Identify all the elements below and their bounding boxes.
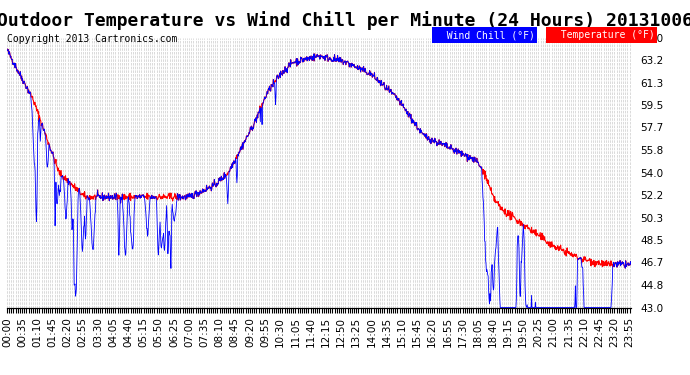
Text: Temperature (°F): Temperature (°F) [549,30,654,40]
Text: Outdoor Temperature vs Wind Chill per Minute (24 Hours) 20131006: Outdoor Temperature vs Wind Chill per Mi… [0,11,690,30]
Text: Wind Chill (°F): Wind Chill (°F) [435,30,535,40]
Text: Copyright 2013 Cartronics.com: Copyright 2013 Cartronics.com [7,34,177,44]
